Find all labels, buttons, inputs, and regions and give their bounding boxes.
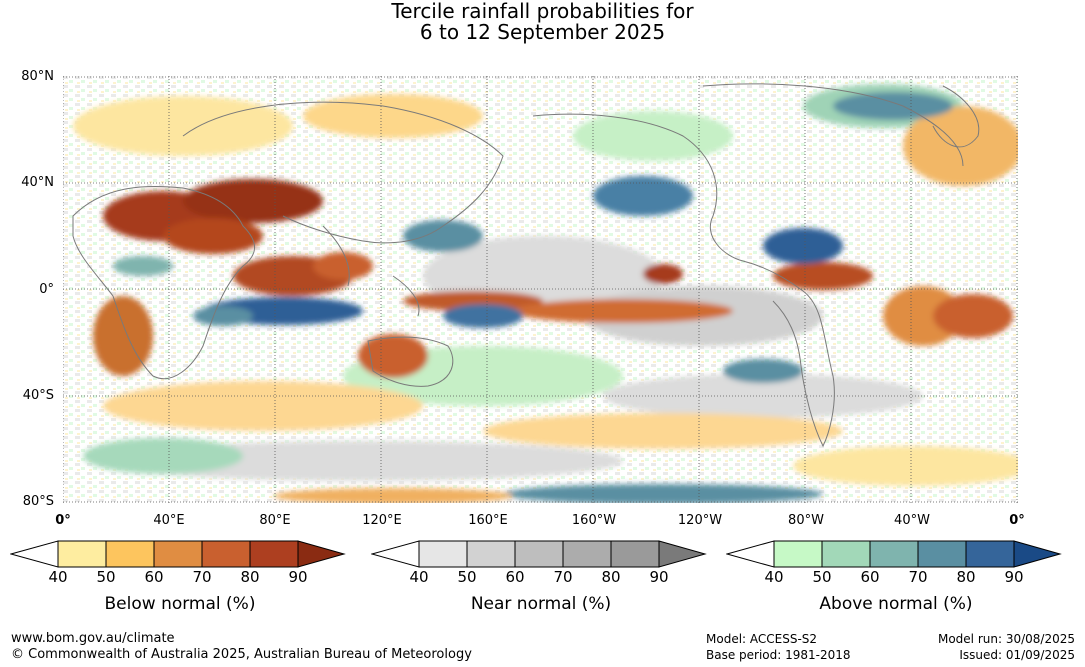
footer-website-link[interactable]: www.bom.gov.au/climate <box>11 631 175 646</box>
tick-label: 40 <box>48 568 68 586</box>
colorbar-segment <box>105 540 155 568</box>
tick-label: 50 <box>812 568 832 586</box>
colorbar-under-triangle <box>10 540 59 568</box>
colorbar-segment <box>562 540 612 568</box>
lat-label-40n: 40°N <box>21 175 54 190</box>
colorbar-segment <box>466 540 516 568</box>
tick-label: 80 <box>601 568 621 586</box>
legend-near-normal-colorbar <box>371 540 707 568</box>
lat-label-equator: 0° <box>39 282 54 297</box>
tick-label: 80 <box>956 568 976 586</box>
footer-base-period: Base period: 1981-2018 <box>706 648 851 662</box>
colorbar-over-triangle <box>1013 540 1062 568</box>
colorbar-segment <box>153 540 203 568</box>
tick-label: 60 <box>860 568 880 586</box>
colorbar-under-triangle <box>726 540 775 568</box>
tick-label: 60 <box>505 568 525 586</box>
lon-label-120w: 120°W <box>677 513 723 528</box>
legend-near-normal-ticks: 40 50 60 70 80 90 <box>371 568 711 586</box>
tick-label: 40 <box>764 568 784 586</box>
legend-above-normal <box>726 540 1066 568</box>
tick-label: 90 <box>649 568 669 586</box>
lon-label-40w: 40°W <box>894 513 930 528</box>
probability-shading <box>73 84 1018 503</box>
legend-below-normal-title: Below normal (%) <box>104 594 256 614</box>
lon-label-120e: 120°E <box>362 513 402 528</box>
lat-label-80n: 80°N <box>21 69 54 84</box>
legend-below-normal <box>10 540 350 568</box>
lon-label-160e: 160°E <box>468 513 508 528</box>
colorbar-segment <box>821 540 871 568</box>
lat-label-80s: 80°S <box>22 494 54 509</box>
footer-copyright: © Commonwealth of Australia 2025, Austra… <box>11 647 472 662</box>
lon-label-0-east: 0° <box>1009 513 1025 528</box>
legend-above-normal-colorbar <box>726 540 1062 568</box>
legend-below-normal-colorbar <box>10 540 346 568</box>
legend-near-normal-title: Near normal (%) <box>470 594 612 614</box>
colorbar-segment <box>249 540 299 568</box>
tick-label: 50 <box>96 568 116 586</box>
colorbar-under-triangle <box>371 540 420 568</box>
lon-label-40e: 40°E <box>153 513 185 528</box>
footer-issued-date: Issued: 01/09/2025 <box>959 648 1075 662</box>
colorbar-over-triangle <box>297 540 346 568</box>
colorbar-segment <box>610 540 660 568</box>
legend-above-normal-ticks: 40 50 60 70 80 90 <box>726 568 1066 586</box>
colorbar-segment <box>57 540 107 568</box>
lon-label-80w: 80°W <box>788 513 824 528</box>
colorbar-segment <box>418 540 468 568</box>
lon-label-160w: 160°W <box>571 513 617 528</box>
colorbar-over-triangle <box>658 540 707 568</box>
rainfall-probability-map <box>63 76 1018 503</box>
tick-label: 90 <box>288 568 308 586</box>
colorbar-segment <box>773 540 823 568</box>
map-title-line1: Tercile rainfall probabilities for <box>391 0 694 23</box>
tick-label: 90 <box>1004 568 1024 586</box>
tick-label: 70 <box>908 568 928 586</box>
colorbar-segment <box>201 540 251 568</box>
tick-label: 80 <box>240 568 260 586</box>
colorbar-segment <box>869 540 919 568</box>
tick-label: 70 <box>553 568 573 586</box>
footer-model-run: Model run: 30/08/2025 <box>937 632 1075 646</box>
legend-above-normal-title: Above normal (%) <box>819 594 973 614</box>
coastlines <box>72 83 980 448</box>
map-title-line2: 6 to 12 September 2025 <box>419 20 666 44</box>
footer-model: Model: ACCESS-S2 <box>706 632 818 646</box>
legend-near-normal <box>371 540 711 568</box>
legend-below-normal-ticks: 40 50 60 70 80 90 <box>10 568 350 586</box>
tick-label: 70 <box>192 568 212 586</box>
lon-label-0: 0° <box>55 513 71 528</box>
tick-label: 40 <box>409 568 429 586</box>
lon-label-80e: 80°E <box>259 513 291 528</box>
tick-label: 60 <box>144 568 164 586</box>
colorbar-segment <box>965 540 1015 568</box>
graticule <box>63 76 1018 503</box>
lat-label-40s: 40°S <box>22 388 54 403</box>
colorbar-segment <box>917 540 967 568</box>
colorbar-segment <box>514 540 564 568</box>
tick-label: 50 <box>457 568 477 586</box>
